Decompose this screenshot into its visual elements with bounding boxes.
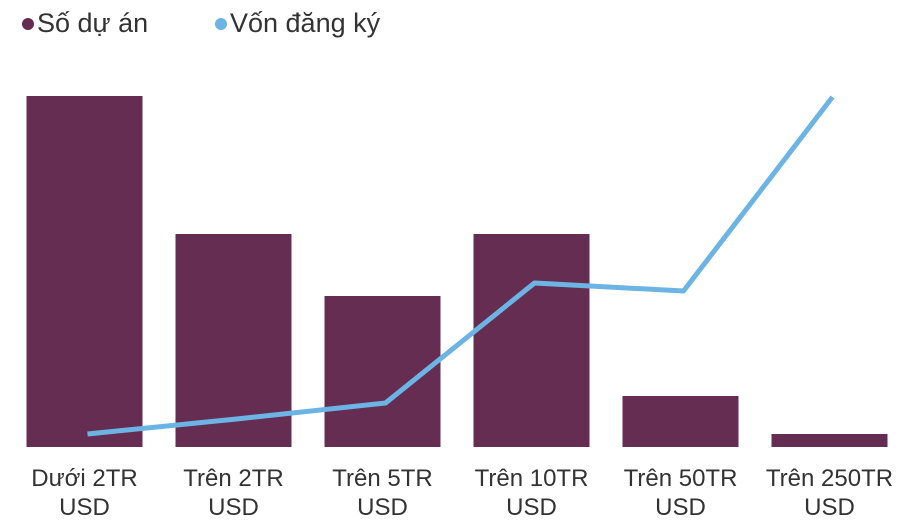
bar (473, 234, 590, 447)
legend-swatch (22, 17, 34, 30)
bar (175, 234, 292, 447)
x-tick-label: Trên 250TR USD (765, 465, 894, 521)
bar (771, 434, 888, 447)
line (87, 95, 835, 437)
bar (26, 96, 143, 447)
legend-label: Vốn đăng ký (230, 8, 381, 38)
bar (622, 396, 739, 447)
legend-label: Số dự án (37, 8, 149, 38)
x-tick-label: Dưới 2TR USD (31, 465, 138, 521)
legend-item: Vốn đăng ký (215, 8, 380, 39)
legend-item: Số dự án (22, 8, 148, 39)
x-tick-label: Trên 50TR USD (623, 465, 738, 521)
x-tick-label: Trên 2TR USD (183, 465, 284, 521)
x-tick-label: Trên 10TR USD (474, 465, 589, 521)
legend-swatch (215, 17, 227, 30)
x-tick-label: Trên 5TR USD (332, 465, 433, 521)
